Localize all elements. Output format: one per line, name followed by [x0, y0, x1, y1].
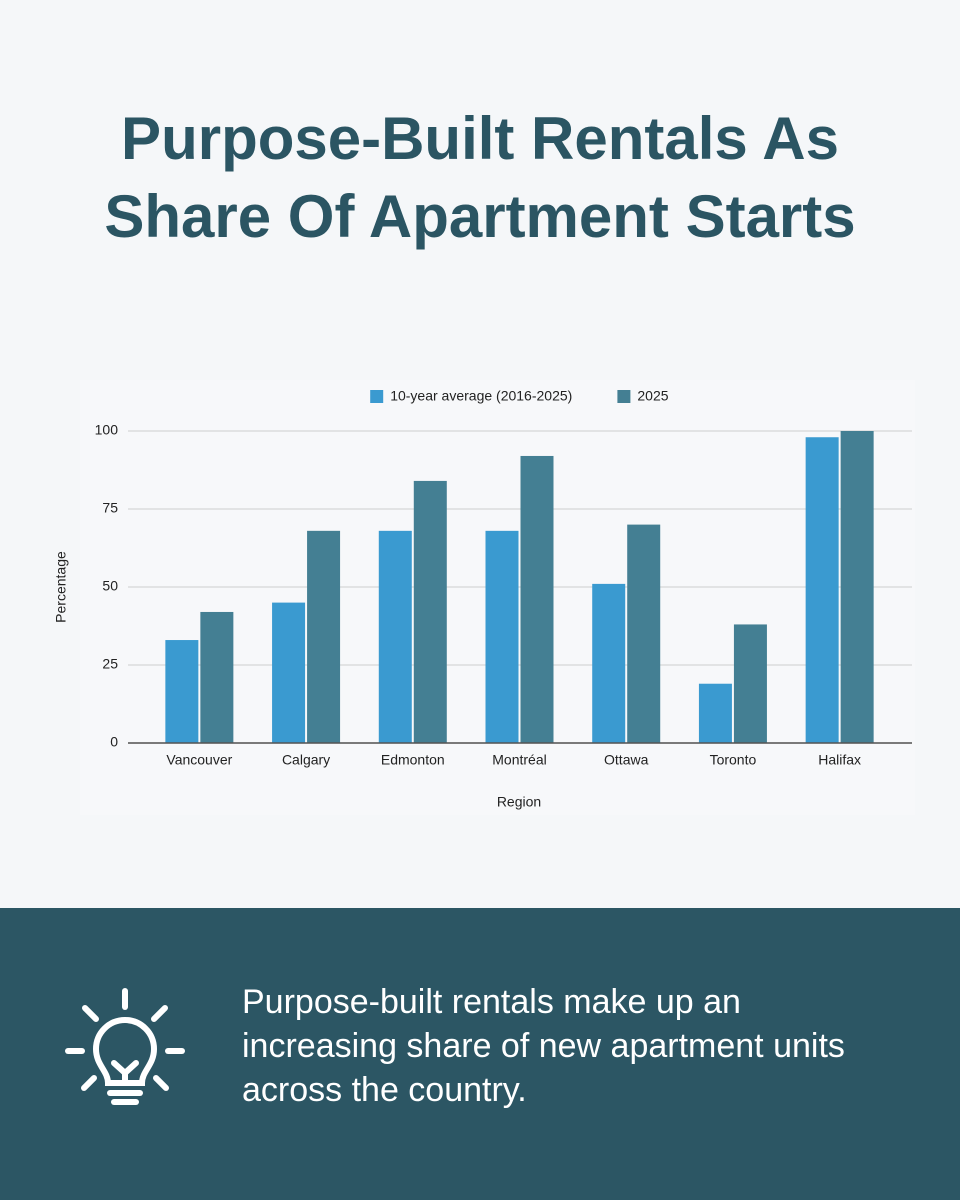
x-tick-label: Vancouver	[166, 752, 232, 768]
bar	[272, 602, 306, 743]
bar	[378, 530, 412, 743]
bar	[805, 437, 839, 743]
bar	[485, 530, 519, 743]
bar	[307, 530, 341, 743]
x-tick-label: Montréal	[492, 752, 546, 768]
lightbulb-icon	[65, 988, 185, 1105]
footer-band: Purpose-built rentals make up an increas…	[0, 908, 960, 1200]
bar	[627, 524, 661, 743]
y-tick-label: 0	[110, 734, 118, 750]
bar	[840, 431, 874, 743]
y-tick-label: 100	[95, 422, 119, 438]
legend-label: 2025	[637, 388, 668, 404]
title: Purpose-Built Rentals As Share Of Apartm…	[104, 105, 856, 250]
x-tick-label: Ottawa	[604, 752, 649, 768]
bar	[592, 583, 626, 743]
x-tick-label: Edmonton	[381, 752, 445, 768]
legend-swatch	[370, 390, 384, 403]
caption: Purpose-built rentals make up an increas…	[242, 983, 845, 1109]
chart: 0 25 50 75 100 Vancouver Calgary Edmonton Montré…	[53, 380, 915, 815]
bar	[698, 683, 732, 743]
legend-swatch	[617, 390, 631, 403]
bar	[520, 455, 554, 743]
y-tick-label: 75	[102, 500, 118, 516]
x-tick-label: Calgary	[282, 752, 330, 768]
x-tick-label: Toronto	[710, 752, 757, 768]
y-axis-label: Percentage	[53, 551, 69, 623]
legend-label: 10-year average (2016-2025)	[390, 388, 572, 404]
bar	[733, 624, 767, 743]
bar	[165, 640, 199, 743]
x-tick-label: Halifax	[818, 752, 861, 768]
bar	[413, 480, 447, 743]
y-tick-label: 25	[102, 656, 118, 672]
x-axis-label: Region	[497, 794, 541, 810]
y-tick-label: 50	[102, 578, 118, 594]
bar	[200, 611, 234, 743]
